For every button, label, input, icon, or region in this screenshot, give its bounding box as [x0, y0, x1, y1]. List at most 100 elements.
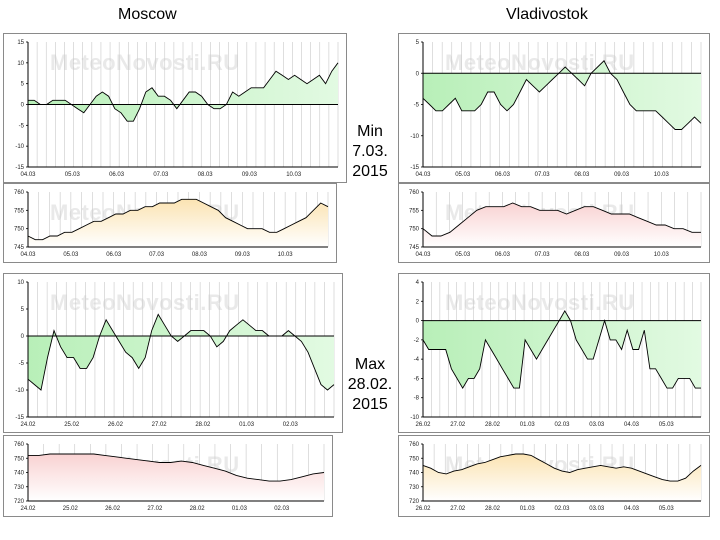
- y-tick-label: -5: [19, 123, 25, 129]
- y-tick-label: 750: [409, 456, 420, 462]
- y-tick-label: -5: [19, 361, 25, 367]
- x-tick-label: 01.03: [232, 506, 248, 512]
- x-tick-label: 08.03: [192, 252, 208, 258]
- series-line: [422, 453, 702, 482]
- y-tick-label: 755: [14, 208, 25, 214]
- moscow-max-temperature-chart: MeteoNovosti.RU 10 5 0 -5 -10 -15 24.02 25.02 26.…: [3, 273, 343, 433]
- x-tick-label: 25.02: [63, 506, 79, 512]
- x-tick-label: 27.02: [147, 506, 163, 512]
- y-tick-label: -8: [414, 396, 420, 402]
- x-tick-label: 09.03: [614, 252, 630, 258]
- y-tick-label: -2: [414, 338, 420, 344]
- vladivostok-column-title: Vladivostok: [506, 6, 588, 23]
- x-tick-label: 05.03: [659, 422, 675, 428]
- y-tick-label: 5: [21, 82, 25, 88]
- moscow-min-temperature-chart: MeteoNovosti.RU 15 10 5 0 -5 -10 -15 04.03 05.03 0…: [3, 33, 347, 183]
- series-area: [423, 60, 701, 130]
- x-tick-label: 06.03: [495, 252, 511, 258]
- x-tick-label: 01.03: [520, 422, 536, 428]
- x-tick-label: 28.02: [190, 506, 206, 512]
- y-tick-label: 745: [14, 245, 25, 251]
- x-tick-label: 28.02: [485, 422, 501, 428]
- min-date-label: Min 7.03. 2015: [342, 122, 398, 182]
- x-tick-label: 26.02: [415, 422, 431, 428]
- x-tick-label: 06.03: [495, 172, 511, 178]
- series-area: [423, 203, 701, 247]
- series-line: [422, 202, 701, 237]
- y-tick-label: 750: [409, 227, 420, 233]
- max-date-label: Max 28.02. 2015: [342, 355, 398, 415]
- y-tick-label: 10: [17, 280, 24, 286]
- y-tick-label: 740: [409, 471, 420, 477]
- x-tick-label: 04.03: [20, 252, 36, 258]
- x-tick-label: 28.02: [485, 506, 501, 512]
- x-tick-label: 05.03: [65, 172, 81, 178]
- y-tick-label: 0: [416, 319, 420, 325]
- y-tick-label: 760: [409, 442, 420, 448]
- series-area: [423, 310, 701, 389]
- y-tick-label: 0: [416, 71, 420, 77]
- max-label-line-3: 2015: [352, 396, 388, 413]
- x-tick-label: 07.03: [149, 252, 165, 258]
- series-line: [27, 313, 335, 391]
- y-tick-label: 760: [14, 442, 25, 448]
- series-area: [423, 454, 701, 501]
- series-area: [28, 454, 324, 501]
- x-tick-label: 24.02: [20, 422, 36, 428]
- series-line: [422, 60, 702, 130]
- x-tick-label: 04.03: [624, 422, 640, 428]
- y-tick-label: -15: [15, 415, 24, 421]
- x-tick-label: 10.03: [286, 172, 302, 178]
- x-tick-label: 03.03: [589, 506, 605, 512]
- x-tick-label: 04.03: [415, 252, 431, 258]
- y-tick-label: -10: [15, 388, 24, 394]
- y-tick-label: 745: [409, 245, 420, 251]
- moscow-column-title: Moscow: [118, 6, 177, 23]
- y-tick-label: 0: [21, 334, 25, 340]
- x-tick-label: 05.03: [455, 252, 471, 258]
- y-tick-label: -6: [414, 376, 420, 382]
- x-tick-label: 26.02: [415, 506, 431, 512]
- y-tick-label: -10: [410, 134, 419, 140]
- x-tick-label: 08.03: [574, 252, 590, 258]
- x-tick-label: 05.03: [659, 506, 675, 512]
- x-tick-label: 28.02: [195, 422, 211, 428]
- y-tick-label: 720: [409, 499, 420, 505]
- y-tick-label: -4: [414, 357, 420, 363]
- y-tick-label: 740: [14, 471, 25, 477]
- vladivostok-max-temperature-chart: MeteoNovosti.RU 4 2 0 -2 -4 -6 -8 -10 26.02 27.02 2…: [398, 273, 710, 433]
- vladivostok-min-pressure-chart: MeteoNovosti.RU76075575074504.0305.0306.…: [398, 183, 710, 263]
- x-tick-label: 05.03: [455, 172, 471, 178]
- y-tick-label: 760: [409, 190, 420, 196]
- x-tick-label: 09.03: [242, 172, 258, 178]
- x-tick-label: 04.03: [624, 506, 640, 512]
- x-tick-label: 01.03: [520, 506, 536, 512]
- x-tick-label: 09.03: [235, 252, 251, 258]
- x-tick-label: 05.03: [63, 252, 79, 258]
- series-line: [28, 453, 325, 482]
- vladivostok-min-temperature-chart: MeteoNovosti.RU 5 0 -5 -10 -15 04.03 05.03 06.03…: [398, 33, 710, 183]
- y-tick-label: 730: [14, 485, 25, 491]
- x-tick-label: 24.02: [20, 506, 36, 512]
- x-tick-label: 07.03: [535, 172, 551, 178]
- x-tick-label: 06.03: [106, 252, 122, 258]
- y-tick-label: -10: [15, 144, 24, 150]
- series-area: [28, 62, 338, 122]
- x-tick-label: 10.03: [278, 252, 294, 258]
- y-tick-label: 4: [416, 280, 420, 286]
- min-label-line-2: 7.03.: [352, 143, 388, 160]
- x-tick-label: 08.03: [198, 172, 214, 178]
- x-tick-label: 04.03: [415, 172, 431, 178]
- y-tick-label: 750: [14, 227, 25, 233]
- x-tick-label: 26.02: [105, 506, 121, 512]
- y-tick-label: 15: [17, 40, 24, 46]
- y-tick-label: 720: [14, 499, 25, 505]
- y-tick-label: -5: [414, 103, 420, 109]
- x-tick-label: 27.02: [450, 506, 466, 512]
- y-tick-label: -10: [410, 415, 419, 421]
